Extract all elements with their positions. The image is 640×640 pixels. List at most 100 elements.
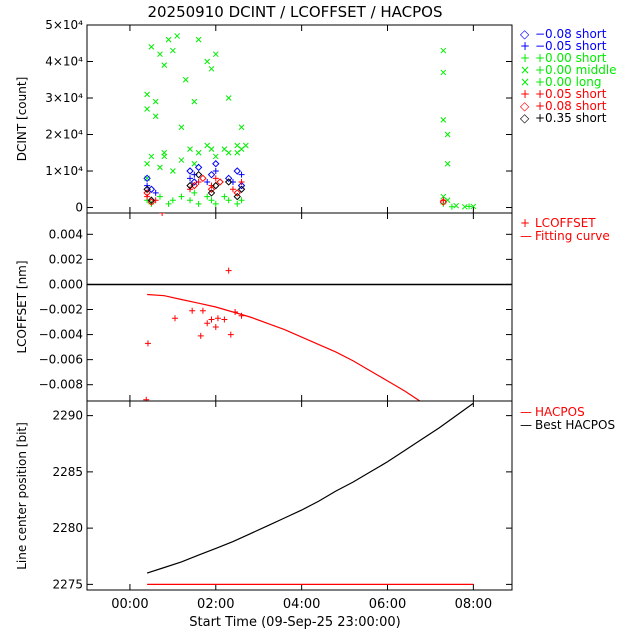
y-tick-label: 2275 — [52, 577, 83, 591]
dcint-panel: 0 1×10⁴ 2×10⁴ 3×10⁴ 4×10⁴ 5×10⁴ DCINT [count] ◇… — [15, 18, 617, 215]
series-0-00-short-point — [466, 203, 473, 210]
y-tick-label: −0.002 — [39, 303, 83, 317]
series-0-00-long-point — [208, 65, 215, 72]
y-tick-label: 2×10⁴ — [45, 128, 83, 142]
series-0-00-long-point — [148, 44, 155, 50]
series-0-00-long-point — [152, 113, 159, 120]
series-0-00-short-point — [448, 203, 455, 210]
series-0-00-long-point — [440, 47, 447, 54]
y-tick-label: 0.000 — [49, 277, 83, 291]
series-0-35-short-point — [212, 181, 220, 190]
series-0-08-short-point — [199, 174, 207, 183]
series-0-05-short-point — [191, 171, 198, 178]
series-0-00-long-point — [161, 62, 168, 69]
series-0-08-short-point — [190, 178, 199, 186]
y-tick-label: −0.008 — [39, 378, 83, 392]
series-0-08-short-point — [224, 174, 233, 183]
series-0-35-short-point — [233, 192, 241, 201]
series-lcoffset-point — [159, 213, 166, 216]
series-lcoffset-point — [199, 307, 206, 314]
legend-symbol: + — [520, 87, 530, 101]
series-0-05-short-point — [187, 175, 194, 182]
legend-symbol: + — [520, 39, 530, 53]
series-lcoffset-point — [212, 324, 219, 331]
legend-label: Best HACPOS — [535, 418, 615, 432]
y-tick-label: 3×10⁴ — [45, 91, 83, 105]
series-0-35-short-point — [224, 178, 233, 186]
series-lcoffset-point — [143, 396, 150, 401]
series-0-00-middle-point — [195, 149, 202, 156]
x-tick-label: 08:00 — [455, 597, 492, 612]
y-tick-label: 0.002 — [49, 252, 83, 266]
series-best-hacpos-line — [146, 402, 474, 574]
series-0-08-short-point — [233, 189, 241, 197]
legend-label: −0.08 short — [535, 27, 607, 41]
x-tick-label: 00:00 — [111, 597, 148, 612]
series-0-00-middle-point — [161, 149, 168, 156]
panel-frame — [86, 24, 513, 214]
series-0-00-middle-point — [191, 160, 198, 167]
series-0-00-short-point — [221, 193, 228, 200]
series-0-00-long-point — [212, 51, 219, 58]
series-0-00-middle-point — [242, 142, 249, 149]
series-0-05-short-point — [238, 171, 245, 178]
legend-symbol: + — [520, 51, 530, 65]
series-lcoffset-point — [238, 312, 245, 319]
series-0-00-middle-point — [461, 203, 468, 210]
series-0-00-middle-point — [212, 153, 219, 160]
legend-symbol: ◇ — [520, 111, 530, 125]
lcoffset-panel: −0.008 −0.006 −0.004 −0.002 0.000 0.002 0.004 L… — [15, 212, 610, 402]
series-0-35-short-point — [143, 185, 151, 193]
series-0-00-short-point — [156, 193, 163, 200]
series-0-00-long-point — [157, 51, 163, 58]
legend-label: −0.05 short — [535, 39, 607, 53]
plot-area — [87, 213, 512, 401]
series-0-00-long-point — [204, 58, 211, 65]
series-lcoffset-point — [225, 267, 232, 274]
series-0-00-long-point — [191, 98, 198, 105]
legend-label: +0.00 short — [535, 51, 607, 65]
series-0-05-short-point — [229, 178, 236, 185]
legend-label: LCOFFSET — [535, 216, 596, 230]
series-0-05-short-point — [195, 178, 202, 185]
series-0-00-long-point — [444, 160, 451, 167]
series-lcoffset-point — [189, 307, 196, 314]
legend-symbol: — — [520, 405, 532, 419]
series-0-05-short-point — [152, 189, 159, 196]
series-0-05-short-point — [229, 186, 236, 193]
series-0-00-long-point — [195, 36, 202, 43]
y-tick-label: 0 — [75, 201, 83, 215]
series-0-00-short-point — [187, 197, 194, 204]
series-0-00-middle-point — [170, 168, 176, 174]
series-0-00-short-point — [169, 197, 176, 204]
legend-label: +0.05 short — [535, 87, 607, 101]
series-0-00-short-point — [204, 193, 211, 200]
series-0-08-short-point — [439, 198, 448, 206]
hacpos-panel: 00:00 02:00 04:00 06:00 08:00 2275 2280 2285 229… — [15, 400, 615, 612]
legend-symbol: — — [520, 418, 532, 432]
series-0-00-middle-point — [144, 160, 150, 167]
y-tick-label: 2285 — [52, 465, 83, 479]
x-axis-label: Start Time (09-Sep-25 23:00:00) — [189, 615, 400, 630]
series-0-00-middle-point — [157, 164, 163, 171]
series-0-00-short-point — [195, 200, 202, 207]
y-tick-label: −0.006 — [39, 353, 83, 367]
series-0-08-short-point — [194, 163, 203, 172]
series-0-05-short-point — [440, 197, 447, 204]
series-0-08-short-point — [216, 178, 224, 186]
series-0-08-short-point — [212, 160, 220, 168]
legend-label: Fitting curve — [535, 229, 610, 243]
series-0-00-long-point — [174, 33, 181, 39]
plot-area — [143, 33, 477, 210]
y-tick-label: 0.004 — [49, 227, 83, 241]
series-lcoffset-point — [204, 320, 211, 327]
series-0-00-short-point — [165, 200, 172, 207]
series-0-05-short-point — [212, 175, 219, 182]
series-0-08-short-point — [207, 170, 216, 179]
legend-symbol: × — [520, 63, 530, 77]
series-0-35-short-point — [207, 189, 216, 197]
series-0-00-long-point — [165, 36, 172, 43]
series-fitting-curve-line — [147, 293, 421, 401]
series-0-05-short-point — [212, 168, 219, 175]
series-lcoffset-point — [221, 316, 228, 323]
